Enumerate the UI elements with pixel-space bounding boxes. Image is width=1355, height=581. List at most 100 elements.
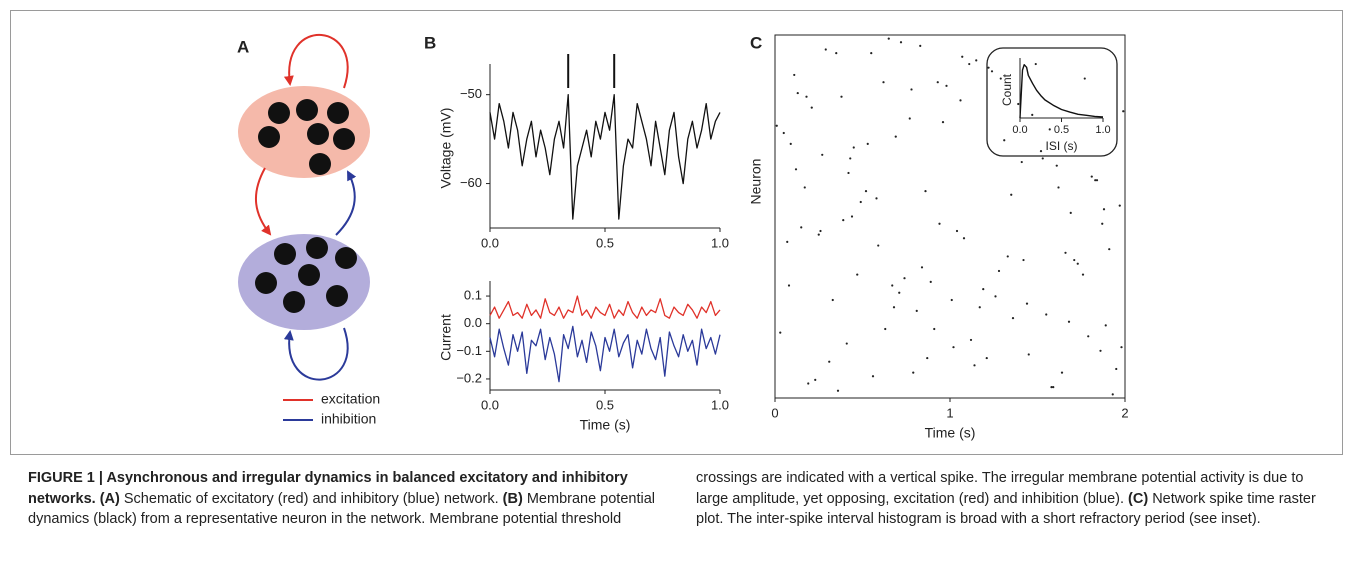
panel-label: B (424, 33, 436, 52)
spike-dot (961, 55, 964, 58)
figure: A B C excitation inhibition 0.0 0.5 1.0 −50 −6… (237, 33, 1129, 440)
spike-dot (945, 84, 948, 87)
spike-dot (975, 59, 978, 62)
spike-dot (1094, 179, 1097, 182)
spike-dot (782, 131, 785, 135)
spike-dot (1104, 324, 1107, 327)
figure-caption: FIGURE 1 | Asynchronous and irregular dy… (28, 468, 1328, 530)
x-tick-label: 0.5 (1054, 124, 1069, 136)
series-line (1019, 64, 1104, 119)
spike-dot (779, 331, 782, 334)
spike-dot (1017, 102, 1020, 106)
y-tick-label: −0.2 (456, 370, 482, 385)
spike-dot (919, 44, 922, 47)
spike-dot (794, 168, 798, 171)
caption-text: Network spike time raster plot. The inte… (696, 490, 1316, 528)
spike-dot (864, 189, 868, 193)
spike-dot (910, 88, 913, 91)
spike-dot (912, 371, 915, 374)
x-tick-label: 1 (946, 405, 953, 420)
legend-label: excitation (321, 391, 380, 407)
spike-dot (1122, 110, 1125, 113)
spike-dot (1060, 371, 1064, 374)
y-axis-label: Voltage (mV) (438, 108, 454, 189)
y-tick-label: −50 (460, 86, 482, 101)
x-tick-label: 2 (1121, 405, 1128, 420)
spike-dot (929, 280, 932, 283)
spike-dot (924, 189, 927, 193)
spike-dot (1020, 160, 1023, 164)
spike-dot (793, 73, 796, 77)
x-tick-label: 0.0 (481, 235, 499, 250)
spike-dot (807, 382, 810, 385)
figure-border (10, 10, 1343, 455)
caption-bold: (A) (99, 490, 120, 507)
spike-dot (786, 240, 789, 244)
spike-dot (847, 171, 850, 175)
spike-dot (978, 306, 981, 309)
spike-dot (933, 327, 936, 331)
spike-dot (1027, 353, 1030, 356)
spike-dot (941, 121, 945, 124)
spike-dot (856, 273, 859, 276)
spike-dot (950, 298, 953, 302)
x-tick-label: 0.0 (1012, 124, 1027, 136)
spike-dot (1034, 62, 1037, 66)
panel-label: A (237, 37, 249, 56)
spike-dot (959, 99, 962, 102)
spike-dot (887, 37, 890, 40)
spike-dot (842, 219, 845, 222)
spike-dot (1031, 113, 1034, 116)
series-line (489, 325, 721, 383)
spike-dot (1102, 208, 1106, 211)
spike-dot (1073, 258, 1076, 262)
spike-dot (920, 266, 924, 269)
spike-dot (1039, 150, 1043, 153)
spike-dot (810, 106, 813, 109)
spike-dot (884, 327, 887, 331)
spike-dot (882, 81, 885, 84)
spike-dot (1050, 386, 1053, 389)
spike-dot (1120, 346, 1123, 349)
x-tick-label: 0.5 (596, 397, 614, 412)
spike-dot (1003, 139, 1006, 142)
spike-dot (1006, 255, 1009, 258)
spike-dot (891, 284, 894, 287)
spike-dot (789, 142, 792, 145)
y-axis-label: Neuron (748, 159, 764, 205)
caption-text: Schematic of excitatory (red) and inhibi… (123, 490, 499, 507)
spike-dot (1022, 258, 1025, 262)
caption-bold: (B) (502, 490, 523, 507)
x-tick-label: 0.0 (481, 397, 499, 412)
spike-dot (994, 295, 997, 298)
spike-dot (1087, 335, 1090, 338)
spike-dot (903, 277, 906, 280)
spike-dot (787, 284, 791, 287)
panel-label: C (750, 33, 762, 52)
spike-dot (952, 346, 955, 349)
spike-dot (899, 41, 903, 44)
spike-dot (1081, 273, 1085, 276)
spike-dot (1025, 302, 1029, 305)
spike-dot (1083, 77, 1086, 80)
spike-dot (982, 288, 985, 291)
spike-dot (1045, 313, 1048, 316)
spike-dot (962, 237, 966, 240)
spike-dot (1076, 262, 1079, 265)
spike-dot (1010, 193, 1013, 196)
spike-dot (803, 186, 806, 189)
spike-dot (1095, 179, 1099, 182)
spike-dot (898, 291, 901, 294)
spike-dot (870, 52, 873, 55)
spike-dot (877, 244, 880, 247)
x-tick-label: 0.5 (596, 235, 614, 250)
spike-dot (968, 62, 971, 66)
spike-dot (835, 52, 838, 55)
spike-dot (824, 48, 827, 51)
spike-dot (1118, 204, 1121, 207)
spike-dot (1011, 317, 1015, 320)
y-tick-label: −60 (460, 175, 482, 190)
y-tick-label: −0.1 (456, 343, 482, 358)
spike-dot (1090, 175, 1093, 178)
